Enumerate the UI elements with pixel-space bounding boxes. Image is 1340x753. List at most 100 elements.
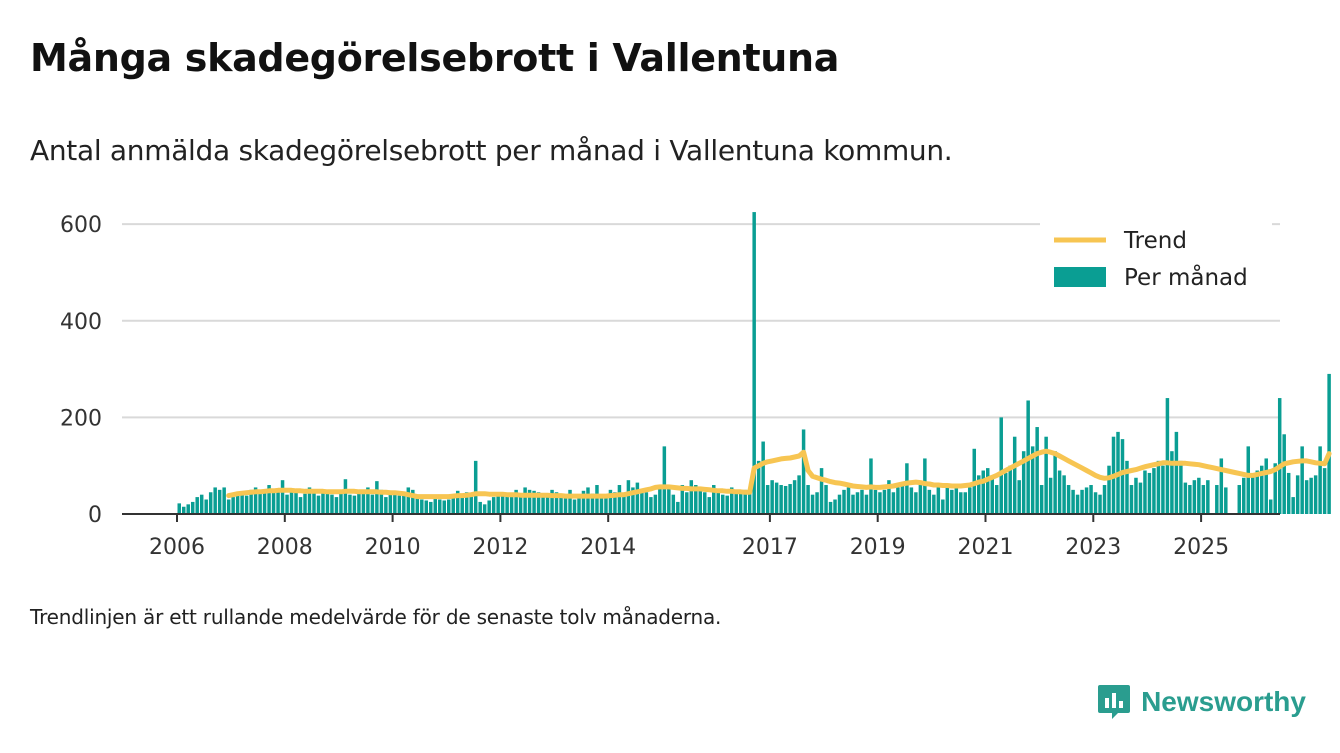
bar <box>694 485 698 514</box>
bar <box>743 489 747 514</box>
bar <box>927 489 932 514</box>
bar <box>1183 482 1188 514</box>
bar <box>505 495 509 514</box>
bar <box>478 501 482 514</box>
bar <box>361 489 366 514</box>
trend-line <box>226 448 1332 500</box>
bar <box>536 492 541 514</box>
bar <box>1071 489 1075 514</box>
trend-series <box>226 448 1332 500</box>
bar <box>388 493 393 514</box>
bar <box>1327 373 1331 514</box>
bar <box>545 494 550 514</box>
x-tick-label: 2023 <box>1065 535 1121 560</box>
bar <box>1035 427 1039 514</box>
bar <box>1322 468 1327 514</box>
bar <box>1084 487 1089 514</box>
bar <box>792 480 797 514</box>
bar <box>914 492 918 514</box>
bar <box>725 495 729 514</box>
x-tick-label: 2014 <box>580 535 636 560</box>
bar <box>1089 485 1093 514</box>
bar <box>204 499 208 514</box>
bar <box>815 492 819 514</box>
bar <box>644 492 649 514</box>
bar <box>954 487 959 514</box>
bar <box>905 463 909 514</box>
bar <box>698 489 703 514</box>
bar <box>527 489 532 514</box>
bar <box>577 494 581 514</box>
bar <box>864 494 869 514</box>
bar <box>420 499 424 514</box>
bar <box>415 497 420 514</box>
bar <box>1251 475 1255 514</box>
y-tick-label: 0 <box>88 503 102 528</box>
bar <box>487 500 491 514</box>
legend-label: Per månad <box>1124 263 1248 291</box>
bar <box>667 487 671 514</box>
bar <box>1102 485 1107 514</box>
bar <box>810 494 815 514</box>
bar <box>1138 482 1143 514</box>
bar <box>855 492 860 514</box>
bar <box>837 494 842 514</box>
bar <box>1219 458 1224 514</box>
legend-bar-swatch <box>1054 267 1106 287</box>
bar <box>765 485 770 514</box>
chart-svg: 0 200 400 600 2006 2008 2010 2012 2014 2017 2019 20… <box>60 212 1332 560</box>
bar <box>797 475 801 514</box>
bar <box>321 490 325 514</box>
bar <box>824 485 828 514</box>
x-tick-label: 2019 <box>850 535 906 560</box>
bar <box>186 504 190 514</box>
bar <box>496 494 500 514</box>
bar <box>303 493 307 514</box>
bar <box>1264 458 1268 514</box>
x-tick-label: 2010 <box>365 535 421 560</box>
bar <box>541 497 545 514</box>
bar <box>909 487 914 514</box>
bar <box>1300 446 1304 514</box>
bar <box>1174 431 1179 514</box>
bar <box>523 487 527 514</box>
bar <box>882 489 887 514</box>
bar <box>887 480 891 514</box>
bar <box>532 490 536 514</box>
bar <box>662 446 667 514</box>
bar <box>896 487 900 514</box>
bar <box>680 485 685 514</box>
bar <box>963 492 968 514</box>
bar <box>1259 465 1264 514</box>
bar <box>1057 470 1062 514</box>
bar <box>1224 487 1228 514</box>
bar <box>689 480 694 514</box>
y-tick-label: 200 <box>60 406 102 431</box>
brand-name: Newsworthy <box>1141 686 1306 717</box>
bar <box>1093 492 1098 514</box>
bar <box>1246 446 1251 514</box>
bar <box>325 492 330 514</box>
bar <box>1286 472 1291 514</box>
bar <box>977 475 981 514</box>
bar <box>1075 494 1080 514</box>
bar <box>1053 451 1057 514</box>
bar <box>604 494 608 514</box>
bar <box>514 489 518 514</box>
bar <box>500 492 505 514</box>
bar <box>334 497 339 514</box>
bar <box>622 495 626 514</box>
bar <box>460 494 464 514</box>
bar <box>1008 465 1012 514</box>
bar <box>550 489 554 514</box>
bar <box>1179 460 1183 514</box>
bar <box>968 487 972 514</box>
bar <box>1048 477 1053 514</box>
bar <box>1129 485 1134 514</box>
bar <box>806 485 810 514</box>
bar <box>447 499 451 514</box>
legend-label: Trend <box>1123 228 1187 254</box>
bar <box>846 487 851 514</box>
bar <box>959 492 963 514</box>
bar <box>370 494 375 514</box>
